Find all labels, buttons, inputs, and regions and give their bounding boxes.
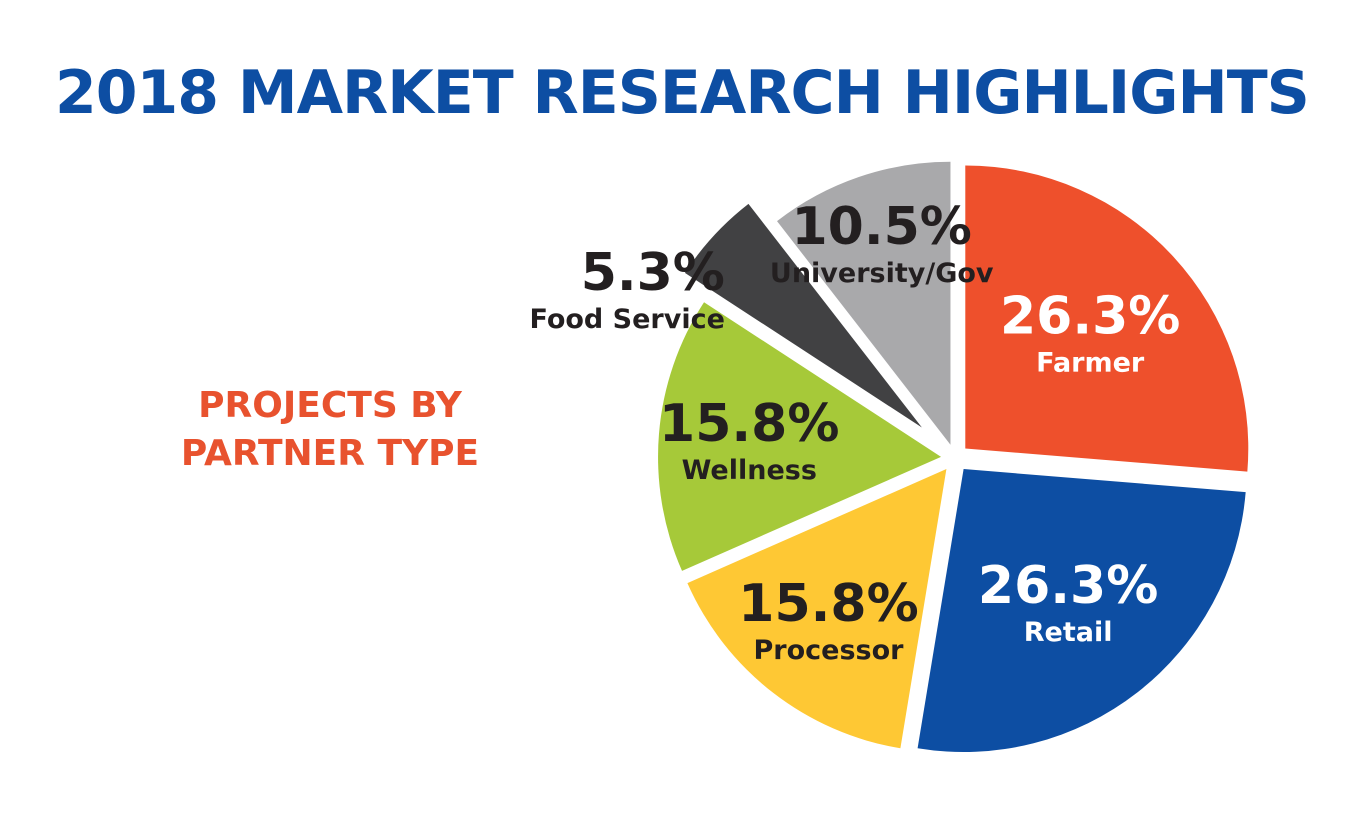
slice-category-label: University/Gov [770, 258, 994, 289]
slice-value-label: 5.3% [581, 243, 725, 303]
slice-category-label: Farmer [1036, 347, 1145, 378]
chart-title: 2018 MARKET RESEARCH HIGHLIGHTS [55, 58, 1310, 128]
pie-slice [917, 469, 1246, 753]
slice-value-label: 15.8% [659, 394, 839, 454]
slice-category-label: Wellness [682, 455, 817, 486]
slice-category-label: Retail [1024, 617, 1113, 648]
slice-value-label: 15.8% [738, 574, 918, 634]
pie-slice [777, 161, 951, 445]
pie-slice [687, 469, 947, 749]
slice-category-label: Food Service [529, 304, 724, 335]
pie-slice [965, 165, 1249, 472]
slice-value-label: 26.3% [1000, 286, 1180, 346]
slice-category-label: Processor [753, 635, 904, 666]
slice-value-label: 26.3% [978, 556, 1158, 616]
pie-slice [684, 203, 922, 428]
chart-subtitle: PROJECTS BY PARTNER TYPE [180, 385, 480, 474]
pie-slice [658, 302, 942, 571]
slice-value-label: 10.5% [792, 197, 972, 257]
